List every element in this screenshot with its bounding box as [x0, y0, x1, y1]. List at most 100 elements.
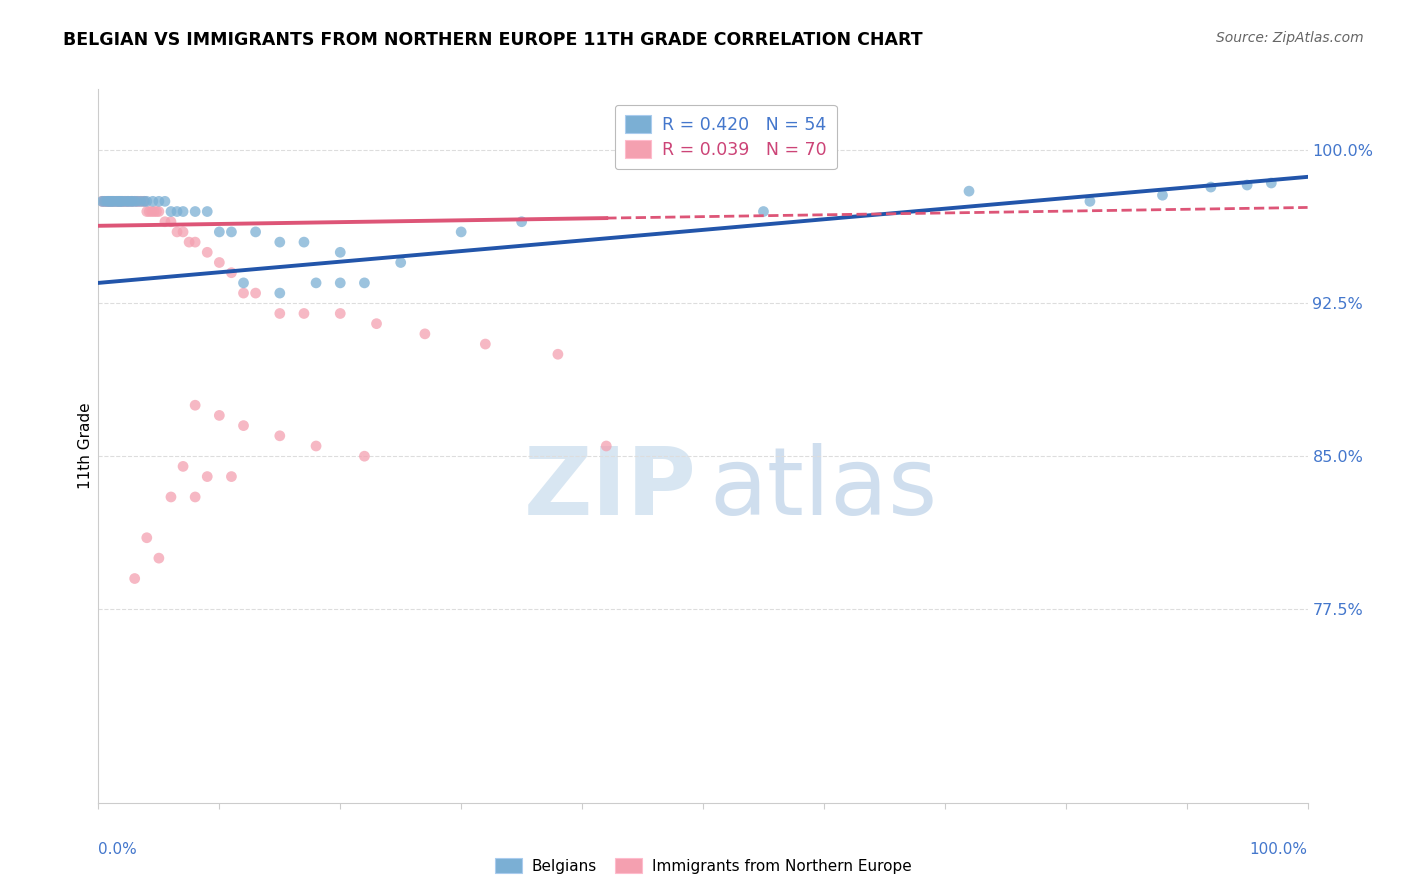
Point [145, 204, 167, 219]
Point [166, 204, 188, 219]
Point [184, 235, 207, 249]
Point [108, 194, 131, 209]
Point [114, 194, 136, 209]
Point [208, 409, 231, 423]
Text: 100.0%: 100.0% [1250, 842, 1308, 857]
Point [160, 204, 183, 219]
Point [93, 194, 115, 209]
Point [93, 194, 115, 209]
Y-axis label: 11th Grade: 11th Grade [77, 402, 93, 490]
Point [103, 194, 125, 209]
Legend: Belgians, Immigrants from Northern Europe: Belgians, Immigrants from Northern Europ… [488, 852, 918, 880]
Point [127, 194, 149, 209]
Point [91, 194, 114, 209]
Point [134, 194, 156, 209]
Point [166, 225, 188, 239]
Point [141, 204, 163, 219]
Point [115, 194, 138, 209]
Point [195, 469, 218, 483]
Point [148, 194, 170, 209]
Point [269, 306, 291, 320]
Point [232, 276, 254, 290]
Point [389, 255, 412, 269]
Point [245, 225, 267, 239]
Point [269, 286, 291, 301]
Point [94, 194, 117, 209]
Point [97, 194, 120, 209]
Point [129, 194, 152, 209]
Point [134, 194, 156, 209]
Point [172, 225, 194, 239]
Point [135, 531, 157, 545]
Point [143, 204, 166, 219]
Point [1236, 178, 1258, 192]
Point [120, 194, 142, 209]
Point [118, 194, 141, 209]
Point [132, 194, 155, 209]
Point [124, 194, 146, 209]
Point [353, 449, 375, 463]
Point [107, 194, 129, 209]
Point [111, 194, 134, 209]
Point [232, 286, 254, 301]
Point [100, 194, 122, 209]
Point [127, 194, 149, 209]
Point [124, 194, 146, 209]
Point [96, 194, 118, 209]
Point [221, 225, 243, 239]
Point [97, 194, 120, 209]
Point [450, 225, 472, 239]
Point [292, 235, 315, 249]
Point [305, 276, 328, 290]
Point [96, 194, 118, 209]
Point [353, 276, 375, 290]
Point [108, 194, 131, 209]
Point [135, 194, 157, 209]
Point [101, 194, 124, 209]
Legend: R = 0.420   N = 54, R = 0.039   N = 70: R = 0.420 N = 54, R = 0.039 N = 70 [614, 105, 837, 169]
Point [221, 469, 243, 483]
Point [595, 439, 617, 453]
Point [124, 572, 146, 586]
Point [172, 204, 194, 219]
Point [107, 194, 129, 209]
Point [98, 194, 121, 209]
Point [110, 194, 132, 209]
Point [172, 459, 194, 474]
Point [135, 204, 157, 219]
Point [245, 286, 267, 301]
Point [111, 194, 134, 209]
Point [184, 398, 207, 412]
Point [153, 194, 176, 209]
Point [100, 194, 122, 209]
Point [105, 194, 128, 209]
Point [91, 194, 114, 209]
Point [957, 184, 980, 198]
Point [112, 194, 135, 209]
Point [510, 215, 533, 229]
Point [100, 194, 122, 209]
Point [148, 551, 170, 566]
Point [752, 204, 775, 219]
Point [148, 204, 170, 219]
Point [329, 245, 352, 260]
Text: BELGIAN VS IMMIGRANTS FROM NORTHERN EUROPE 11TH GRADE CORRELATION CHART: BELGIAN VS IMMIGRANTS FROM NORTHERN EURO… [63, 31, 922, 49]
Point [305, 439, 328, 453]
Point [103, 194, 125, 209]
Point [232, 418, 254, 433]
Point [127, 194, 149, 209]
Point [108, 194, 131, 209]
Point [269, 429, 291, 443]
Point [104, 194, 127, 209]
Point [98, 194, 121, 209]
Point [329, 276, 352, 290]
Text: atlas: atlas [709, 442, 938, 535]
Point [208, 255, 231, 269]
Point [160, 215, 183, 229]
Point [474, 337, 496, 351]
Point [121, 194, 143, 209]
Point [208, 225, 231, 239]
Text: Source: ZipAtlas.com: Source: ZipAtlas.com [1216, 31, 1364, 45]
Point [120, 194, 142, 209]
Point [269, 235, 291, 249]
